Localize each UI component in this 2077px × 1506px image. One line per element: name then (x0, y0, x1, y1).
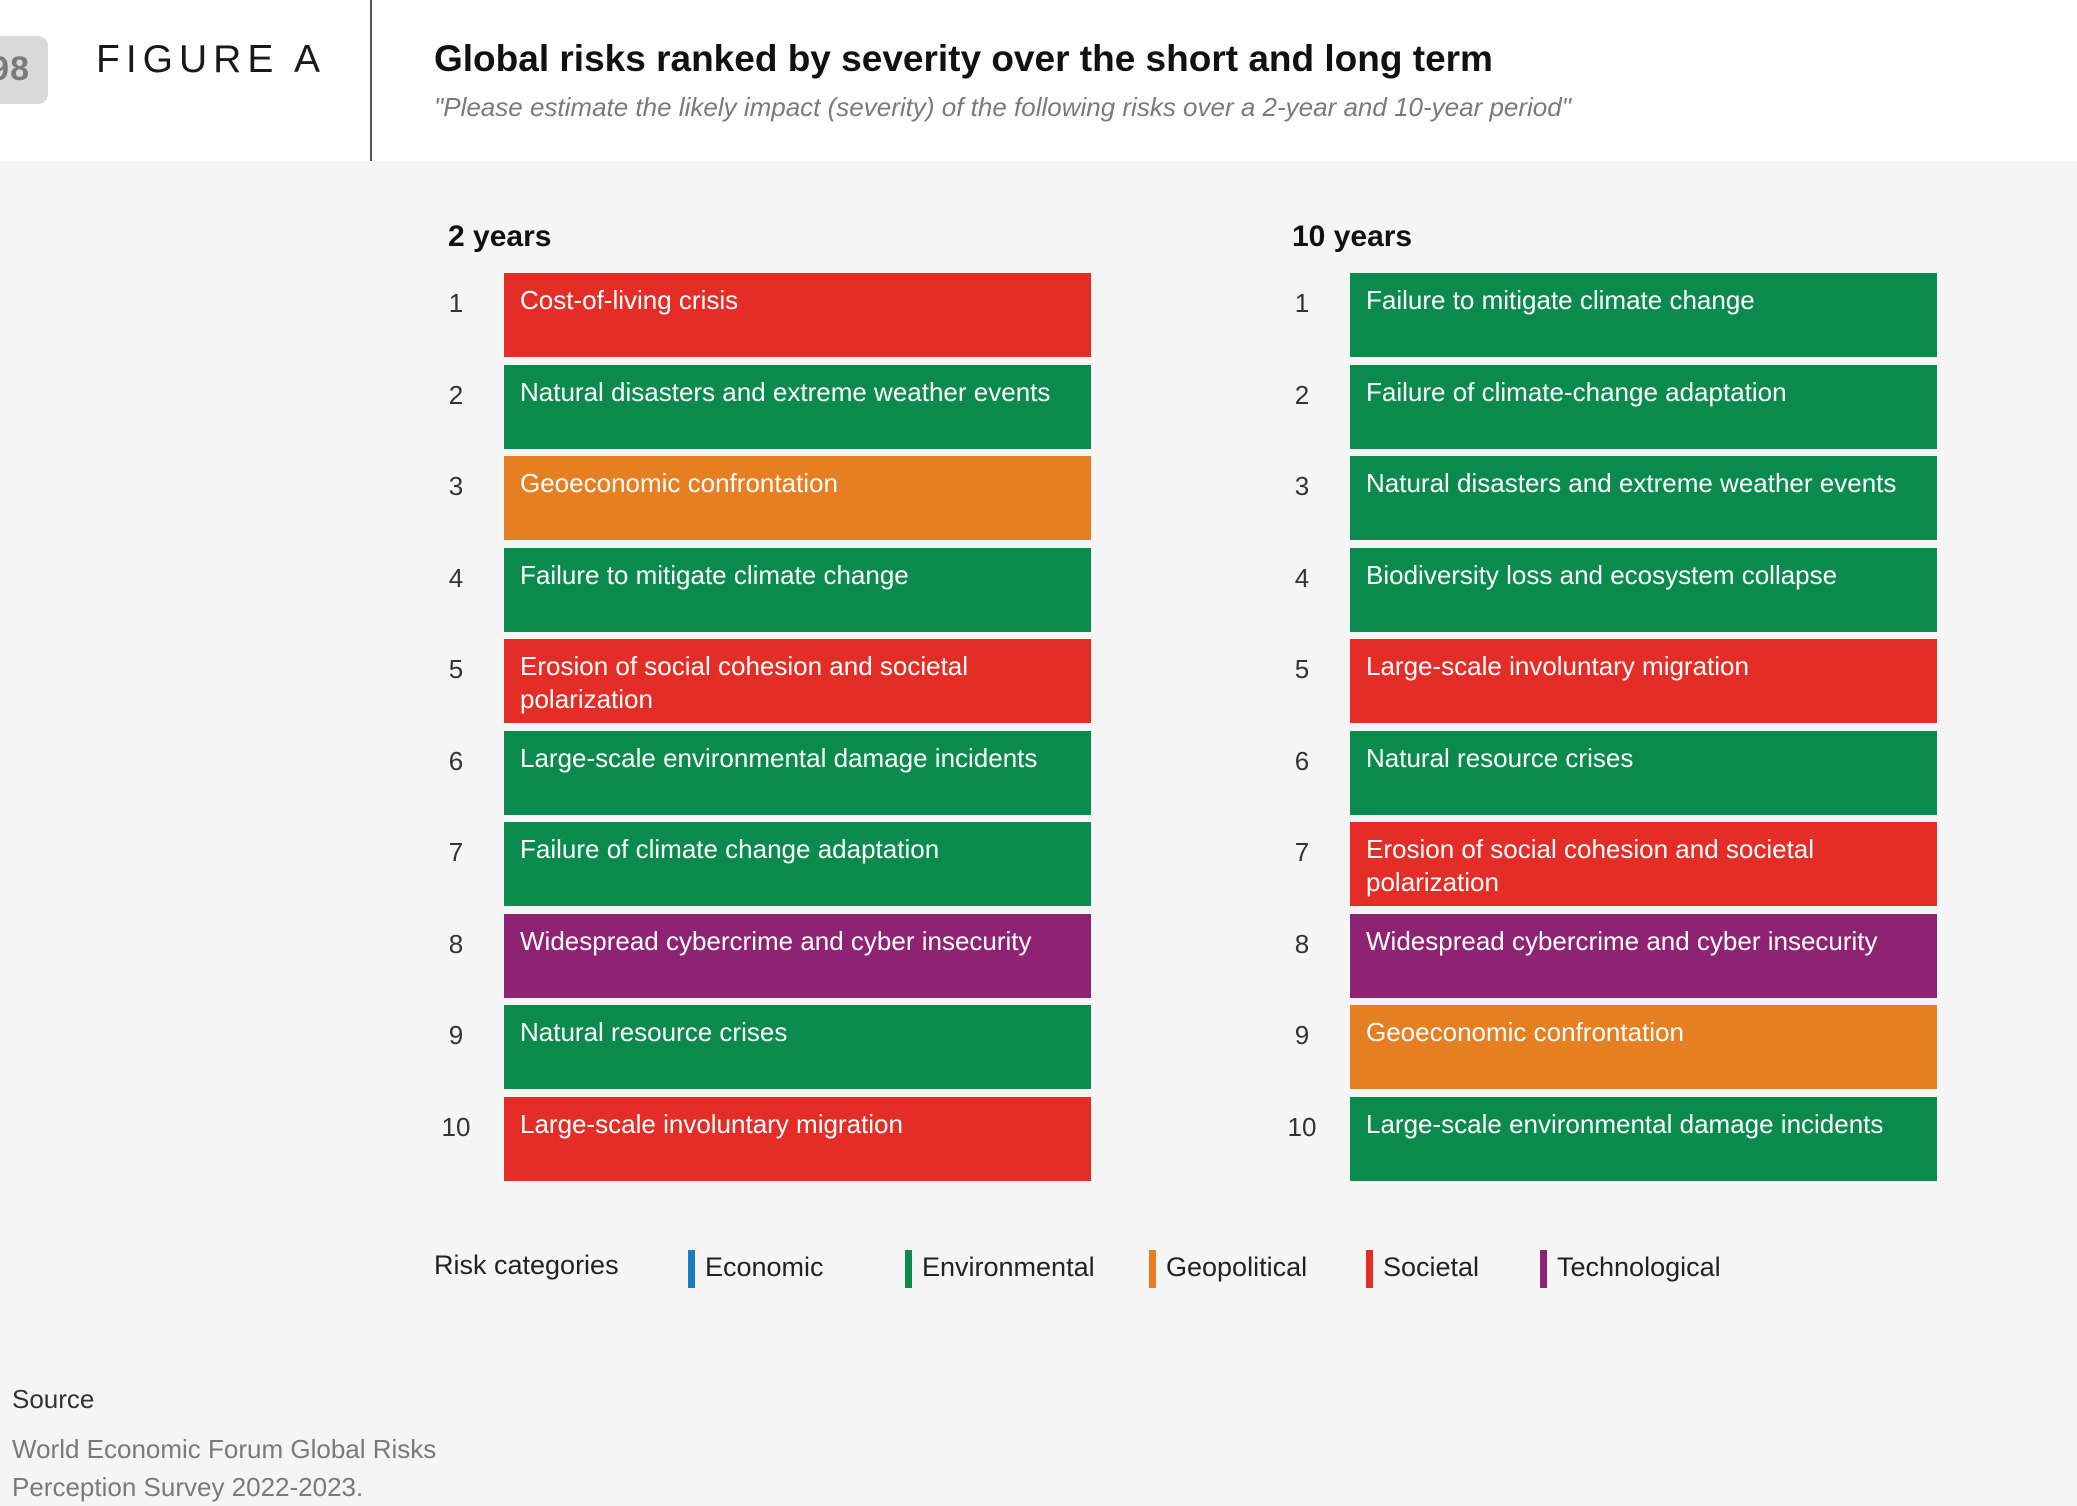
risk-bar: Natural resource crises (504, 1005, 1091, 1089)
rank-number: 4 (1294, 562, 1310, 593)
legend: Risk categories Economic Environmental Geo… (0, 1250, 2077, 1290)
risk-bar: Widespread cybercrime and cyber insecuri… (504, 913, 1091, 998)
legend-label: Societal (1383, 1252, 1480, 1282)
column-title: 2 years (448, 220, 552, 253)
rank-number: 6 (1294, 745, 1310, 776)
risk-bar: Failure to mitigate climate change (1350, 273, 1937, 357)
rank-number: 3 (448, 471, 464, 501)
legend-swatch (1540, 1250, 1547, 1288)
page-number-tab: 98 (0, 36, 48, 104)
rank-number: 2 (1294, 379, 1310, 410)
risk-bar: Natural resource crises (1350, 730, 1937, 815)
page-number: 98 (0, 50, 30, 88)
rank-number: 6 (448, 745, 464, 776)
risk-bar: Natural disasters and extreme weather ev… (1350, 456, 1937, 540)
legend-swatch (1149, 1250, 1156, 1288)
risk-bar: Biodiversity loss and ecosystem collapse (1350, 547, 1937, 632)
rank-number: 5 (448, 654, 464, 684)
risk-bar: Cost-of-living crisis (504, 273, 1091, 357)
legend-swatch (905, 1250, 912, 1288)
figure-label: FIGURE A (96, 38, 327, 81)
source-text: World Economic Forum Global Risks Percep… (12, 1434, 437, 1502)
header-divider (370, 0, 372, 161)
risk-bar: Natural disasters and extreme weather ev… (504, 364, 1091, 449)
rank-number: 9 (448, 1020, 464, 1050)
legend-title: Risk categories (434, 1250, 619, 1280)
rank-number: 8 (1294, 928, 1310, 959)
risk-bar: Large-scale involuntary migration (1350, 639, 1937, 723)
chart-title: Global risks ranked by severity over the… (434, 38, 1493, 79)
risk-bar: Geoeconomic confrontation (1350, 1005, 1937, 1089)
legend-label: Geopolitical (1166, 1252, 1308, 1282)
legend-label: Economic (705, 1252, 824, 1282)
risk-bar: Failure of climate-change adaptation (1350, 364, 1937, 449)
rank-number: 4 (448, 562, 464, 593)
rank-number: 2 (448, 379, 464, 410)
risk-bar: Large-scale environmental damage inciden… (504, 730, 1091, 815)
rank-number: 7 (448, 837, 464, 867)
rank-number: 7 (1294, 837, 1310, 867)
risk-bar: Geoeconomic confrontation (504, 456, 1091, 540)
rank-number: 1 (1294, 288, 1310, 318)
legend-swatch (1366, 1250, 1373, 1288)
risk-bar: Failure of climate change adaptation (504, 822, 1091, 906)
rank-number: 3 (1294, 471, 1310, 501)
rank-number: 8 (448, 928, 464, 959)
risk-bar: Erosion of social cohesion and societal … (1350, 822, 1937, 906)
chart-subtitle: "Please estimate the likely impact (seve… (434, 92, 1571, 122)
rank-number: 5 (1294, 654, 1310, 684)
rank-number: 1 (448, 288, 464, 318)
risk-bar: Large-scale environmental damage inciden… (1350, 1096, 1937, 1181)
source-heading: Source (12, 1384, 95, 1414)
risk-bar: Large-scale involuntary migration (504, 1096, 1091, 1181)
risk-bar: Widespread cybercrime and cyber insecuri… (1350, 913, 1937, 998)
risk-bar: Failure to mitigate climate change (504, 547, 1091, 632)
rank-number: 9 (1294, 1020, 1310, 1050)
figure-header: 98 FIGURE A Global risks ranked by sever… (0, 0, 2077, 161)
risk-bar: Erosion of social cohesion and societal … (504, 639, 1091, 723)
column-title: 10 years (1292, 220, 1413, 253)
rank-number: 10 (441, 1111, 471, 1142)
legend-label: Environmental (922, 1252, 1095, 1282)
legend-swatch (688, 1250, 695, 1288)
legend-label: Technological (1557, 1252, 1721, 1282)
rank-number: 10 (1287, 1111, 1317, 1142)
